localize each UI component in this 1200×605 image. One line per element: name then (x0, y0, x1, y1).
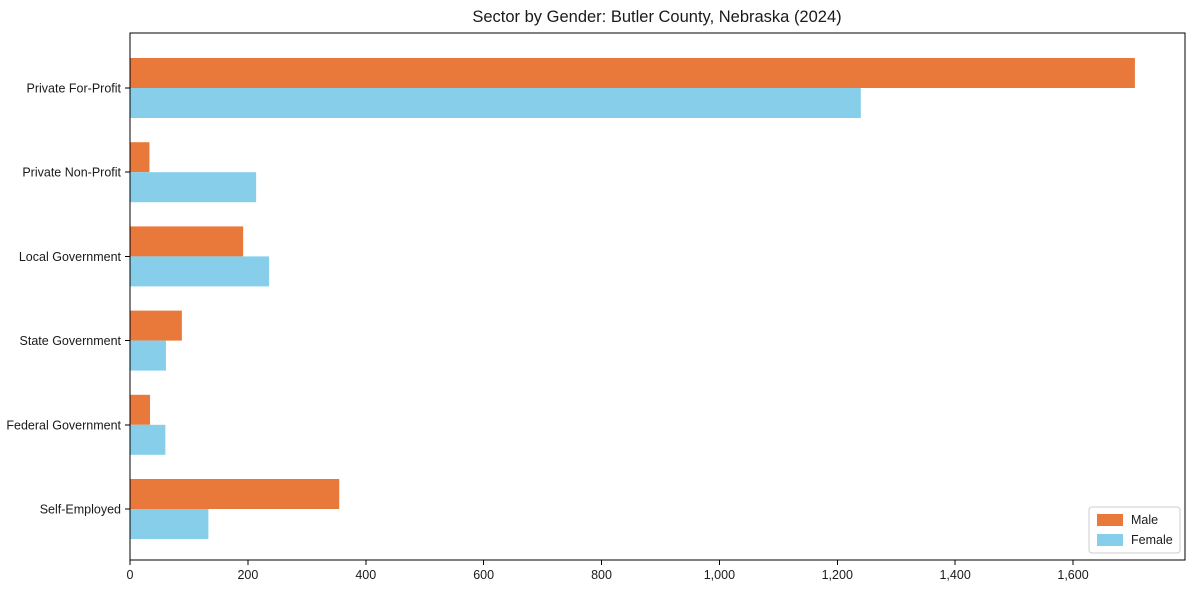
bar-female-local-government (130, 256, 270, 287)
bar-male-private-non-profit (130, 142, 150, 173)
bar-female-state-government (130, 340, 166, 371)
bar-female-private-non-profit (130, 172, 257, 203)
plot-frame (129, 32, 1186, 561)
bar-male-federal-government (130, 394, 151, 425)
x-tick-label: 600 (473, 568, 494, 582)
legend-swatch-male (1097, 514, 1123, 526)
bar-female-self-employed (130, 509, 209, 539)
x-tick-label: 400 (355, 568, 376, 582)
category-label-state-government: State Government (20, 334, 122, 348)
axes-group: 0 200 400 600 800 1,000 1,200 1,400 1,600 Private… (6, 32, 1186, 582)
x-tick-label: 1,600 (1057, 568, 1088, 582)
category-label-self-employed: Self-Employed (40, 503, 121, 517)
category-label-local-government: Local Government (19, 250, 122, 264)
bar-male-private-for-profit (130, 58, 1135, 88)
category-label-private-non-profit: Private Non-Profit (22, 166, 121, 180)
bar-male-state-government (130, 310, 182, 341)
x-tick-label: 1,400 (939, 568, 970, 582)
category-label-private-for-profit: Private For-Profit (27, 82, 122, 96)
x-tick-label: 200 (237, 568, 258, 582)
legend-label-male: Male (1131, 513, 1158, 527)
category-label-federal-government: Federal Government (6, 418, 121, 432)
x-tick-label: 800 (591, 568, 612, 582)
bar-female-private-for-profit (130, 88, 861, 118)
bar-female-federal-government (130, 424, 166, 455)
bar-male-local-government (130, 226, 244, 257)
x-tick-label: 1,200 (822, 568, 853, 582)
chart-title: Sector by Gender: Butler County, Nebrask… (472, 8, 841, 26)
legend-label-female: Female (1131, 533, 1173, 547)
legend: Male Female (1088, 506, 1181, 554)
bar-male-self-employed (130, 479, 340, 509)
legend-swatch-female (1097, 534, 1123, 546)
x-tick-label: 1,000 (704, 568, 735, 582)
bars-group (130, 58, 1135, 539)
x-tick-label: 0 (127, 568, 134, 582)
